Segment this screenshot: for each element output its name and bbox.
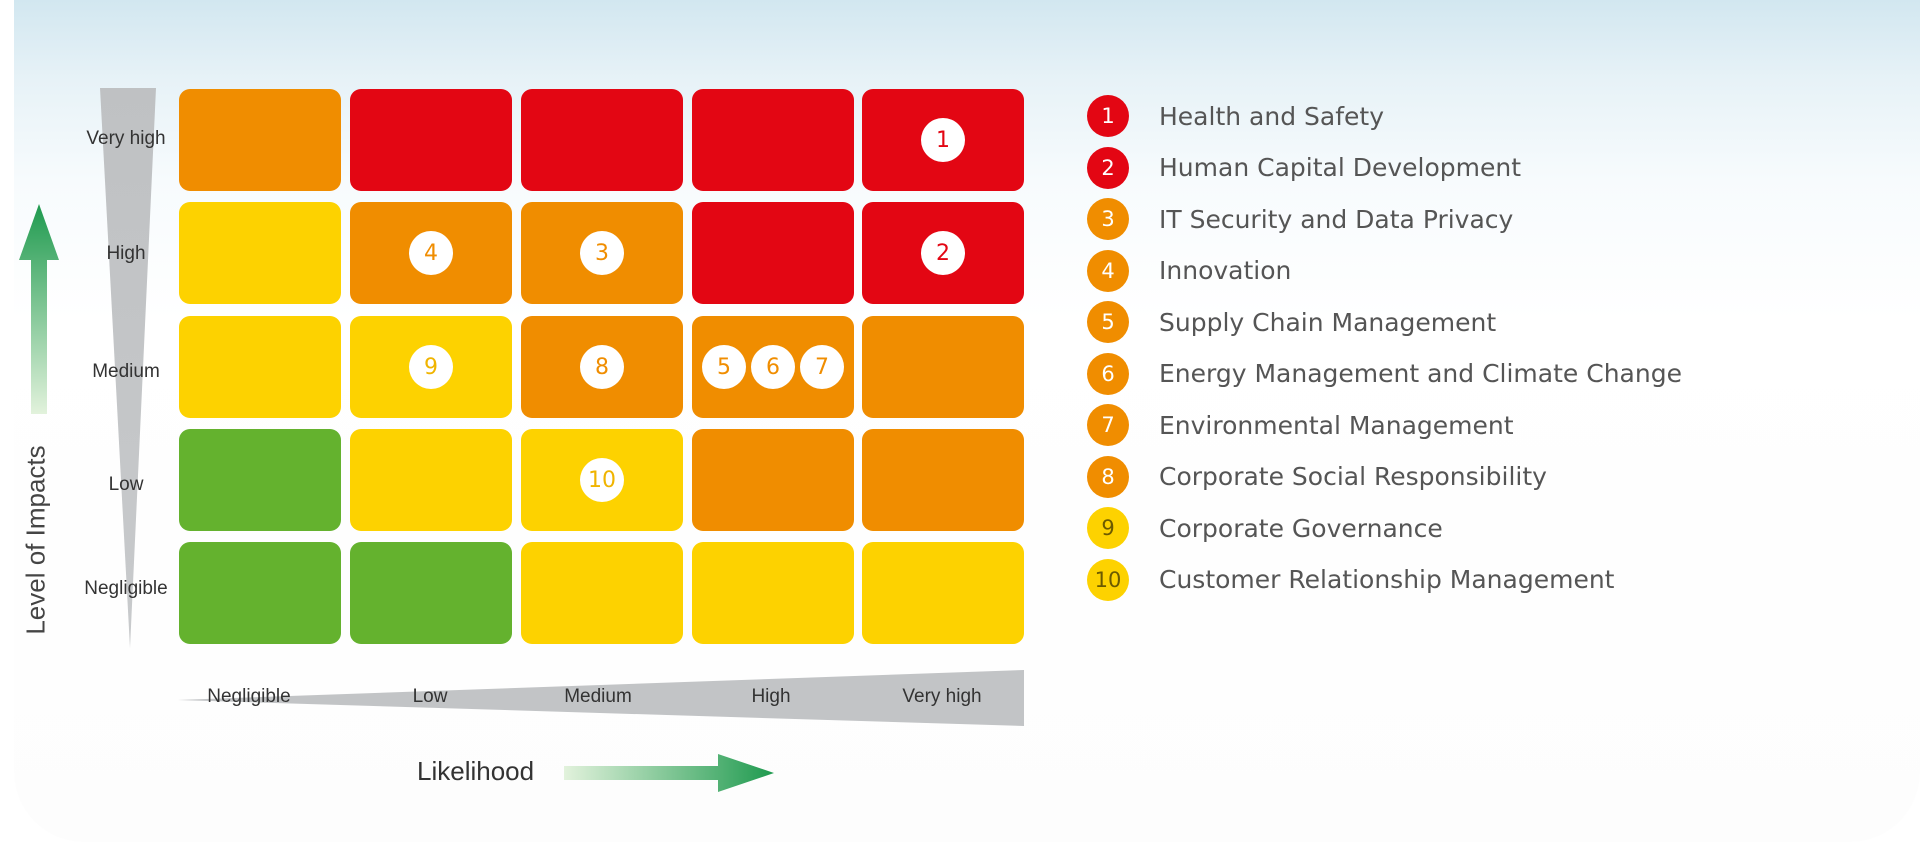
col-label-low: Low [412,686,448,707]
legend-item: 5 Supply Chain Management [1087,301,1496,343]
cell-very-high-impact-medium-likelihood [521,89,683,191]
risk-badge-2: 2 [921,231,965,275]
risk-badge-10: 10 [580,458,624,502]
cell-negligible-impact-low-likelihood [350,542,512,644]
likelihood-axis-title: Likelihood [417,756,535,786]
row-label-low: Low [108,474,144,495]
cell-negligible-impact-negligible-likelihood [179,542,341,644]
legend-item: 3 IT Security and Data Privacy [1087,198,1513,240]
row-label-very-high: Very high [86,128,166,149]
legend-item: 2 Human Capital Development [1087,146,1522,189]
legend-item: 9 Corporate Governance [1087,507,1443,549]
cell-negligible-impact-high-likelihood [692,542,854,644]
cell-medium-impact-negligible-likelihood [179,316,341,418]
risk-badge-4: 4 [409,231,453,275]
cell-very-high-impact-negligible-likelihood [179,89,341,191]
risk-badge-8: 8 [580,345,624,389]
cell-low-impact-negligible-likelihood [179,429,341,531]
col-label-high: High [751,686,791,707]
legend-label: Corporate Governance [1159,513,1443,543]
legend-label: Corporate Social Responsibility [1159,462,1547,491]
risk-badge-1: 1 [921,118,965,162]
legend-number-badge: 8 [1087,455,1129,498]
cell-high-impact-high-likelihood [692,202,854,304]
cell-medium-impact-very-high-likelihood [862,316,1024,418]
legend-number-badge: 3 [1087,198,1129,240]
cell-very-high-impact-high-likelihood [692,89,854,191]
cell-low-impact-high-likelihood [692,429,854,531]
risk-badge-5: 5 [702,345,746,389]
impact-increase-arrow [19,204,59,414]
col-label-very-high: Very high [902,686,982,707]
risk-badge-7: 7 [800,345,844,389]
legend-label: Supply Chain Management [1159,307,1497,337]
legend-label: Human Capital Development [1159,153,1522,182]
legend-label: Environmental Management [1159,410,1514,440]
row-label-medium: Medium [92,361,160,382]
cell-low-impact-low-likelihood [350,429,512,531]
legend-label: IT Security and Data Privacy [1159,204,1514,234]
impact-axis-title: Level of Impacts [20,445,51,635]
legend-label: Customer Relationship Management [1159,565,1615,594]
legend-number-badge: 6 [1087,352,1129,395]
risk-badge-3: 3 [580,231,624,275]
likelihood-increase-arrow [564,754,774,792]
row-label-negligible: Negligible [84,578,168,599]
legend-item: 7 Environmental Management [1087,404,1514,446]
legend-item: 1 Health and Safety [1087,95,1384,137]
legend-number-badge: 1 [1087,95,1129,137]
col-label-medium: Medium [564,686,632,707]
legend-label: Energy Management and Climate Change [1159,359,1682,388]
legend-number-badge: 4 [1087,249,1129,292]
cell-low-impact-very-high-likelihood [862,429,1024,531]
legend-number-badge: 9 [1087,507,1129,549]
cell-very-high-impact-low-likelihood [350,89,512,191]
legend-label: Innovation [1159,256,1292,285]
legend-item: 10 Customer Relationship Management [1087,558,1615,601]
legend-number-badge: 7 [1087,404,1129,446]
risk-badge-9: 9 [409,345,453,389]
cell-negligible-impact-medium-likelihood [521,542,683,644]
legend-number-badge: 2 [1087,146,1129,189]
impact-scale-wedge [100,88,156,648]
row-label-high: High [106,243,146,264]
cell-negligible-impact-very-high-likelihood [862,542,1024,644]
legend-label: Health and Safety [1159,101,1384,131]
likelihood-scale-wedge [178,670,1024,726]
legend-number-badge: 10 [1087,558,1129,601]
legend-number-badge: 5 [1087,301,1129,343]
legend-item: 6 Energy Management and Climate Change [1087,352,1682,395]
col-label-negligible: Negligible [207,686,291,707]
legend-item: 4 Innovation [1087,249,1292,292]
risk-badge-6: 6 [751,345,795,389]
cell-high-impact-negligible-likelihood [179,202,341,304]
legend-item: 8 Corporate Social Responsibility [1087,455,1547,498]
